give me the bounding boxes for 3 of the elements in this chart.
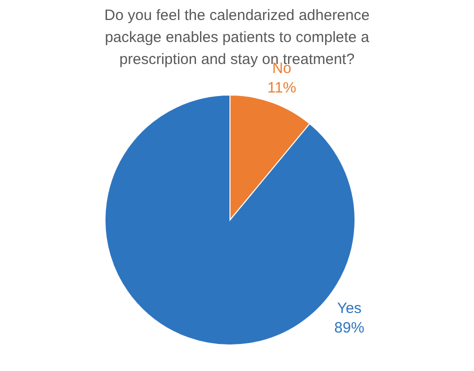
data-label: 11% [267, 80, 296, 97]
data-label: 89% [334, 319, 364, 336]
slice-label: Yes [337, 300, 362, 317]
